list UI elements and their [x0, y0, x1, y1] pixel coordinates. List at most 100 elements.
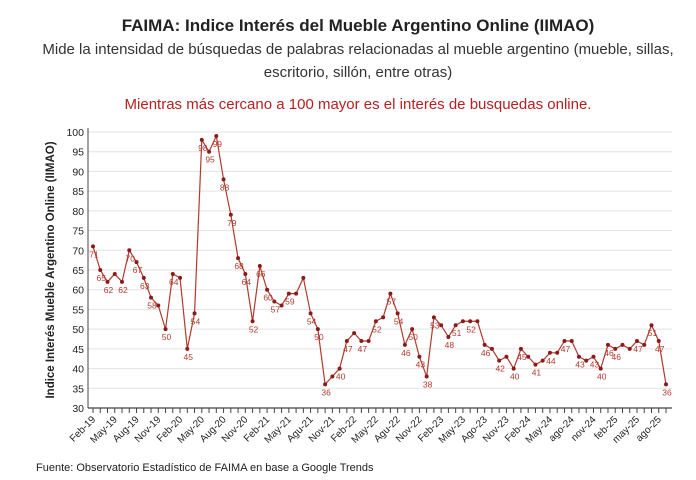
data-label: 57 — [271, 305, 281, 315]
data-label: 52 — [466, 324, 476, 334]
chart-subtitle-line1: Mide la intensidad de búsquedas de palab… — [42, 41, 674, 58]
data-point — [134, 260, 139, 265]
data-label: 71 — [89, 249, 99, 259]
data-point — [410, 327, 415, 332]
data-point — [352, 331, 357, 336]
x-tick-label: ago-25 — [634, 414, 664, 444]
data-label: 43 — [590, 360, 600, 370]
data-point — [243, 271, 248, 276]
data-point — [402, 342, 407, 347]
data-point — [112, 271, 117, 276]
data-label: 62 — [118, 285, 128, 295]
data-label: 42 — [495, 364, 505, 374]
data-label: 57 — [387, 297, 397, 307]
y-tick-label: 65 — [72, 265, 84, 277]
data-point — [395, 311, 400, 316]
data-point — [555, 350, 560, 355]
data-point — [475, 319, 480, 324]
data-label: 70 — [126, 253, 136, 263]
data-point — [518, 346, 523, 351]
data-label: 47 — [343, 344, 353, 354]
y-tick-label: 45 — [72, 344, 84, 356]
data-label: 46 — [481, 348, 491, 358]
data-point — [373, 319, 378, 324]
y-tick-label: 75 — [72, 226, 84, 238]
y-tick-label: 70 — [72, 245, 84, 257]
data-point — [627, 346, 632, 351]
data-label: 47 — [655, 344, 665, 354]
y-tick-label: 85 — [72, 186, 84, 198]
x-axis: Feb-19May-19Aug-19Nov-19Feb-20May-20Aug-… — [68, 128, 672, 446]
data-point — [439, 323, 444, 328]
data-point — [199, 137, 204, 142]
data-label: 50 — [314, 332, 324, 342]
data-label: 38 — [423, 379, 433, 389]
data-point — [163, 327, 168, 332]
chart-subtitle-line2: escritorio, sillón, entre otras) — [263, 64, 453, 81]
data-label: 40 — [336, 372, 346, 382]
data-point — [257, 264, 262, 269]
data-point — [468, 319, 473, 324]
data-point — [149, 295, 154, 300]
data-point — [236, 256, 241, 261]
data-point — [605, 342, 610, 347]
data-point — [547, 350, 552, 355]
data-point — [562, 338, 567, 343]
data-label: 60 — [263, 293, 273, 303]
data-point — [178, 275, 183, 280]
data-point — [489, 346, 494, 351]
data-point — [344, 338, 349, 343]
data-point — [286, 291, 291, 296]
source-note: Fuente: Observatorio Estadístico de FAIM… — [36, 462, 374, 474]
data-point — [642, 342, 647, 347]
data-label: 52 — [372, 324, 382, 334]
gridlines — [88, 131, 672, 389]
y-tick-label: 90 — [72, 166, 84, 178]
data-point — [634, 338, 639, 343]
data-point — [330, 374, 335, 379]
data-point — [569, 338, 574, 343]
data-point — [359, 338, 364, 343]
data-point — [613, 346, 618, 351]
data-point — [250, 319, 255, 324]
data-label: 43 — [416, 360, 426, 370]
data-label: 52 — [249, 324, 259, 334]
data-point — [526, 354, 531, 359]
data-point — [156, 303, 161, 308]
data-label: 44 — [546, 356, 556, 366]
data-point — [497, 358, 502, 363]
data-label: 64 — [242, 277, 252, 287]
data-label: 45 — [517, 352, 527, 362]
data-point — [460, 319, 465, 324]
data-point — [584, 358, 589, 363]
data-point — [656, 338, 661, 343]
y-tick-label: 80 — [72, 206, 84, 218]
data-label: 68 — [234, 261, 244, 271]
data-label: 79 — [227, 218, 237, 228]
data-point — [265, 287, 270, 292]
data-points: 71 65 62 62 70 67 63 58 50 64 45 54 98 95 99 88 79 68 64 52… — [89, 133, 672, 397]
data-point — [228, 212, 233, 217]
data-label: 51 — [452, 328, 462, 338]
data-label: 46 — [604, 348, 614, 358]
data-label: 46 — [401, 348, 411, 358]
data-point — [105, 279, 110, 284]
data-label: 43 — [575, 360, 585, 370]
data-point — [214, 133, 219, 138]
data-point — [446, 335, 451, 340]
y-tick-label: 95 — [72, 147, 84, 159]
data-point — [511, 366, 516, 371]
data-point — [649, 323, 654, 328]
data-label: 99 — [213, 139, 223, 149]
data-point — [141, 275, 146, 280]
data-point — [279, 303, 284, 308]
data-label: 58 — [147, 301, 157, 311]
data-point — [533, 362, 538, 367]
data-label: 88 — [220, 182, 230, 192]
data-point — [170, 271, 175, 276]
data-label: 51 — [648, 328, 658, 338]
chart-note: Mientras más cercano a 100 mayor es el i… — [124, 96, 592, 113]
data-point — [337, 366, 342, 371]
data-point — [417, 354, 422, 359]
